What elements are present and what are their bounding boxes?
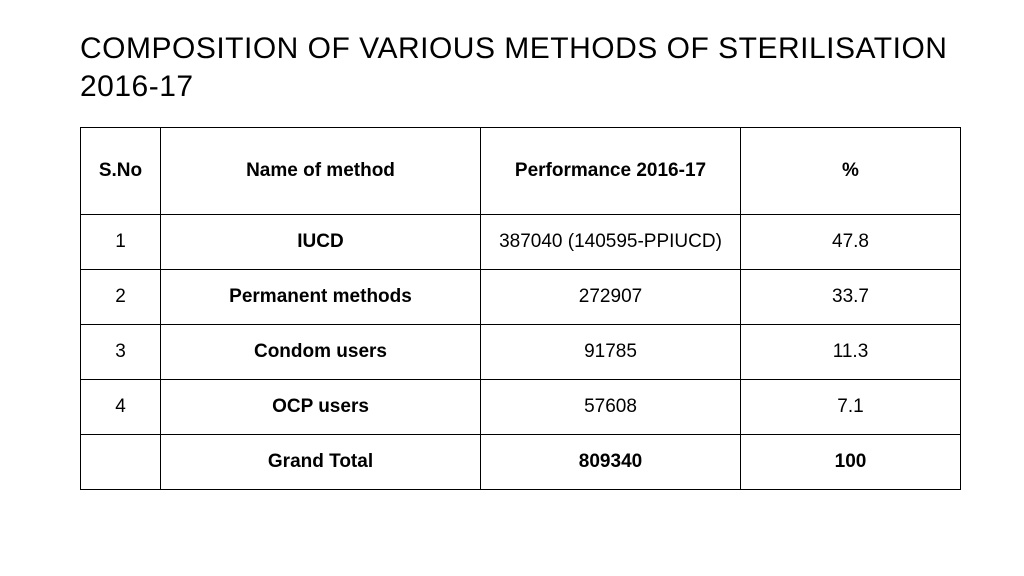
cell-pct: 33.7	[741, 270, 961, 325]
col-header-sno: S.No	[81, 128, 161, 215]
cell-pct: 100	[741, 435, 961, 490]
page-title: COMPOSITION OF VARIOUS METHODS OF STERIL…	[80, 30, 964, 105]
cell-perf: 272907	[481, 270, 741, 325]
sterilisation-table: S.No Name of method Performance 2016-17 …	[80, 127, 961, 490]
cell-name: Grand Total	[161, 435, 481, 490]
col-header-perf: Performance 2016-17	[481, 128, 741, 215]
table-header-row: S.No Name of method Performance 2016-17 …	[81, 128, 961, 215]
cell-sno: 1	[81, 215, 161, 270]
cell-perf: 91785	[481, 325, 741, 380]
cell-pct: 11.3	[741, 325, 961, 380]
cell-pct: 47.8	[741, 215, 961, 270]
cell-name: IUCD	[161, 215, 481, 270]
cell-name: OCP users	[161, 380, 481, 435]
cell-perf: 387040 (140595-PPIUCD)	[481, 215, 741, 270]
table-row: 4 OCP users 57608 7.1	[81, 380, 961, 435]
col-header-name: Name of method	[161, 128, 481, 215]
cell-name: Condom users	[161, 325, 481, 380]
table-total-row: Grand Total 809340 100	[81, 435, 961, 490]
table-row: 1 IUCD 387040 (140595-PPIUCD) 47.8	[81, 215, 961, 270]
table-row: 2 Permanent methods 272907 33.7	[81, 270, 961, 325]
cell-perf: 57608	[481, 380, 741, 435]
table-row: 3 Condom users 91785 11.3	[81, 325, 961, 380]
cell-name: Permanent methods	[161, 270, 481, 325]
cell-perf: 809340	[481, 435, 741, 490]
cell-sno	[81, 435, 161, 490]
cell-sno: 2	[81, 270, 161, 325]
col-header-pct: %	[741, 128, 961, 215]
cell-pct: 7.1	[741, 380, 961, 435]
cell-sno: 3	[81, 325, 161, 380]
cell-sno: 4	[81, 380, 161, 435]
